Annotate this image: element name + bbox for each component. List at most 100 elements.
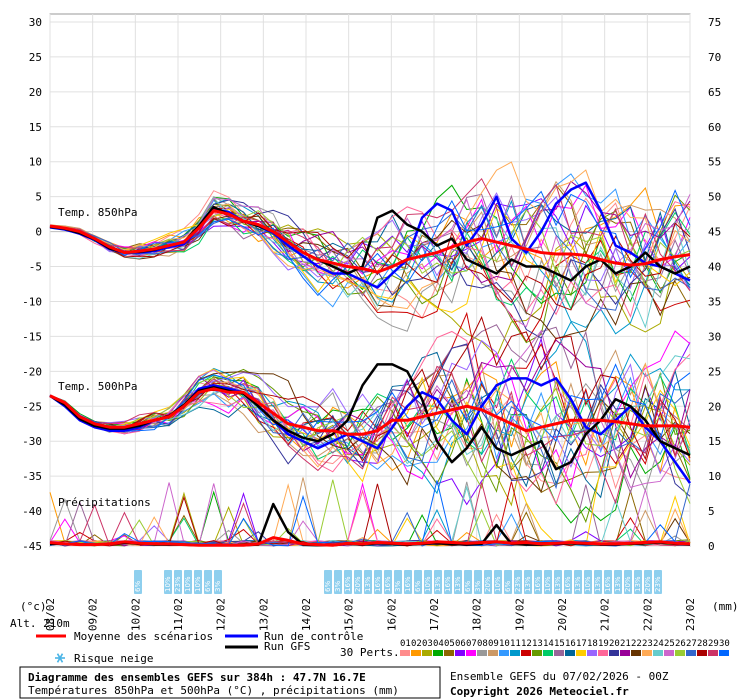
- pert-number: 27: [686, 639, 697, 649]
- snow-risk-item: 6%: [464, 570, 472, 594]
- left-tick-label: -35: [22, 470, 42, 483]
- x-tick-label: 10/02: [129, 598, 142, 631]
- snow-risk-value: 16%: [384, 576, 392, 592]
- pert-t500-line: [49, 365, 691, 505]
- snow-risk-cell: [514, 570, 522, 594]
- pert-color-swatch: [521, 650, 531, 656]
- perts-label: 30 Perts.: [340, 646, 400, 659]
- footer-ensemble: Ensemble GEFS du 07/02/2026 - 00Z: [450, 670, 669, 683]
- snow-risk-cell: [214, 570, 222, 594]
- pert-color-swatch: [477, 650, 487, 656]
- snow-risk-value: 10%: [164, 576, 172, 592]
- snow-risk-item: 10%: [544, 570, 552, 594]
- left-tick-label: 30: [29, 16, 42, 29]
- pert-color-swatch: [686, 650, 696, 656]
- snow-risk-value: 13%: [554, 576, 562, 592]
- snow-risk-item: 13%: [364, 570, 372, 594]
- snow-risk-item: 16%: [564, 570, 572, 594]
- snow-risk-cell: [344, 570, 352, 594]
- snow-risk-value: 6%: [324, 581, 332, 592]
- x-tick-label: 15/02: [343, 598, 356, 631]
- snow-risk-cell: [424, 570, 432, 594]
- left-tick-label: 15: [29, 121, 42, 134]
- snow-risk-value: 13%: [574, 576, 582, 592]
- pert-number: 01: [400, 639, 411, 649]
- right-tick-label: 75: [708, 16, 721, 29]
- pert-number: 17: [576, 639, 587, 649]
- snow-risk-value: 23%: [174, 576, 182, 592]
- pert-color-swatch: [466, 650, 476, 656]
- pert-number: 02: [411, 639, 422, 649]
- snow-risk-item: 10%: [424, 570, 432, 594]
- snow-risk-item: 3%: [394, 570, 402, 594]
- pert-number: 09: [488, 639, 499, 649]
- snow-risk-item: 23%: [174, 570, 182, 594]
- snow-risk-cell: [484, 570, 492, 594]
- x-tick-label: 20/02: [556, 598, 569, 631]
- pert-number: 05: [444, 639, 455, 649]
- x-tick-label: 22/02: [641, 598, 654, 631]
- snow-risk-item: 13%: [634, 570, 642, 594]
- pert-t850-line: [49, 215, 691, 340]
- pert-color-swatch: [400, 650, 410, 656]
- snow-risk-item: 6%: [324, 570, 332, 594]
- pert-number: 18: [587, 639, 598, 649]
- snow-risk-value: 6%: [204, 581, 212, 592]
- pert-number: 13: [532, 639, 543, 649]
- snow-risk-value: 6%: [464, 581, 472, 592]
- right-tick-label: 30: [708, 330, 721, 343]
- pert-t850-line: [49, 204, 691, 311]
- snowflake-icon: [55, 653, 65, 663]
- snow-risk-item: 13%: [434, 570, 442, 594]
- legend-gfs-label: Run GFS: [264, 640, 310, 653]
- snow-risk-item: 16%: [604, 570, 612, 594]
- snow-risk-cell: [534, 570, 542, 594]
- pert-color-swatch: [620, 650, 630, 656]
- snow-risk-value: 16%: [344, 576, 352, 592]
- altitude-label: Alt. 210m: [10, 617, 70, 630]
- left-tick-label: -25: [22, 400, 42, 413]
- x-axis-ticks: 08/02 09/02 10/02 11/02 12/02 13/02 14/02 15/02…: [44, 598, 697, 631]
- x-tick-label: 16/02: [385, 598, 398, 631]
- snow-risk-item: 16%: [374, 570, 382, 594]
- left-axis-ticks: 30 25 20 15 10 5 0 -5 -10 -15 -20 -25 -30 -35 -40 -45: [22, 16, 42, 553]
- snow-risk-cell: [454, 570, 462, 594]
- snow-risk-value: 16%: [604, 576, 612, 592]
- snow-risk-item: 13%: [524, 570, 532, 594]
- pert-color-swatch: [433, 650, 443, 656]
- snow-risk-value: 13%: [634, 576, 642, 592]
- snow-risk-item: 10%: [164, 570, 172, 594]
- pert-number: 20: [609, 639, 620, 649]
- x-tick-label: 08/02: [44, 598, 57, 631]
- right-tick-label: 65: [708, 86, 721, 99]
- pert-number: 03: [422, 639, 433, 649]
- pert-number: 06: [455, 639, 466, 649]
- pert-color-swatch: [708, 650, 718, 656]
- x-tick-label: 09/02: [87, 598, 100, 631]
- snow-risk-value: 23%: [654, 576, 662, 592]
- right-tick-label: 35: [708, 295, 721, 308]
- pert-color-swatch: [554, 650, 564, 656]
- pert-number: 29: [708, 639, 719, 649]
- snow-risk-cell: [374, 570, 382, 594]
- pert-number: 28: [697, 639, 708, 649]
- snow-risk-cell: [604, 570, 612, 594]
- snow-risk-cell: [474, 570, 482, 594]
- snow-risk-cell: [524, 570, 532, 594]
- snow-risk-cell: [434, 570, 442, 594]
- snow-risk-item: 20%: [644, 570, 652, 594]
- mean-precip-line: [49, 536, 691, 547]
- snow-risk-cell: [594, 570, 602, 594]
- left-tick-label: 25: [29, 51, 42, 64]
- snow-risk-value: 3%: [394, 581, 402, 592]
- snow-risk-cell: [494, 570, 502, 594]
- mean-t850-line: [49, 209, 691, 274]
- pert-t850-line: [49, 212, 691, 311]
- x-tick-label: 17/02: [428, 598, 441, 631]
- snow-risk-item: 6%: [414, 570, 422, 594]
- left-tick-label: -40: [22, 505, 42, 518]
- snow-risk-cell: [134, 570, 142, 594]
- right-tick-label: 55: [708, 156, 721, 169]
- pert-t500-line: [49, 363, 691, 442]
